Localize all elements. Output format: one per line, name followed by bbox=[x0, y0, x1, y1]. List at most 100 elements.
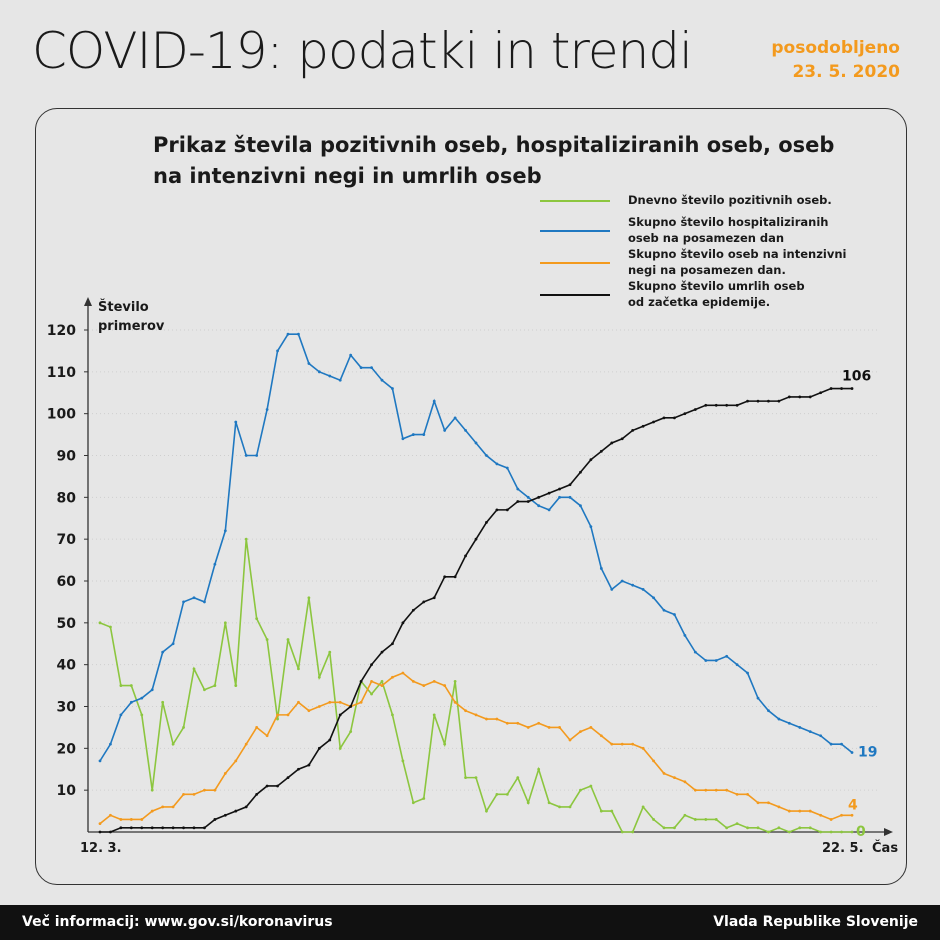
data-point bbox=[432, 596, 436, 600]
footer-info-link[interactable]: Več informacij: www.gov.si/koronavirus bbox=[22, 914, 333, 930]
data-point bbox=[411, 608, 415, 612]
data-point bbox=[119, 713, 123, 717]
data-point bbox=[756, 399, 760, 403]
data-point bbox=[380, 680, 384, 683]
data-point bbox=[516, 776, 520, 780]
data-point bbox=[401, 621, 405, 625]
data-point bbox=[641, 587, 645, 591]
data-point bbox=[673, 776, 676, 780]
data-point bbox=[526, 495, 530, 499]
data-point bbox=[579, 788, 582, 792]
data-point bbox=[255, 726, 259, 729]
y-tick-label: 120 bbox=[47, 323, 76, 339]
data-point bbox=[276, 713, 279, 717]
data-point bbox=[286, 713, 290, 717]
data-point bbox=[725, 654, 729, 658]
data-point bbox=[631, 583, 635, 587]
data-point bbox=[213, 788, 217, 792]
data-point bbox=[422, 433, 426, 436]
x-tick-start: 12. 3. bbox=[80, 841, 122, 856]
data-point bbox=[610, 742, 614, 746]
data-point bbox=[411, 433, 415, 436]
data-point bbox=[777, 717, 781, 721]
data-point bbox=[547, 491, 551, 495]
data-point bbox=[223, 772, 227, 775]
data-point bbox=[255, 617, 259, 621]
data-point bbox=[474, 713, 478, 717]
data-point bbox=[244, 742, 248, 746]
data-point bbox=[610, 441, 614, 445]
data-point bbox=[171, 826, 175, 830]
data-point bbox=[453, 416, 457, 420]
legend-swatch bbox=[540, 294, 610, 296]
data-point bbox=[652, 759, 655, 763]
data-point bbox=[182, 726, 185, 729]
data-point bbox=[641, 805, 645, 809]
data-point bbox=[850, 830, 854, 834]
data-point bbox=[558, 487, 561, 491]
data-point bbox=[161, 805, 165, 809]
page-title: COVID-19: podatki in trendi bbox=[32, 22, 693, 80]
data-point bbox=[641, 746, 645, 750]
data-point bbox=[171, 805, 175, 809]
data-point bbox=[495, 462, 499, 466]
data-point bbox=[328, 738, 332, 742]
data-point bbox=[391, 713, 394, 717]
data-point bbox=[767, 709, 770, 713]
data-point bbox=[756, 826, 760, 830]
y-tick-label: 90 bbox=[57, 449, 77, 465]
data-point bbox=[140, 818, 144, 821]
data-point bbox=[109, 625, 112, 629]
data-point bbox=[328, 374, 332, 378]
data-point bbox=[359, 700, 363, 704]
data-point bbox=[599, 449, 603, 453]
data-point bbox=[819, 830, 823, 834]
data-point bbox=[464, 554, 467, 558]
data-point bbox=[735, 403, 739, 407]
data-point bbox=[777, 805, 781, 809]
chart-title-line1: Prikaz števila pozitivnih oseb, hospital… bbox=[153, 133, 835, 157]
y-tick-label: 20 bbox=[57, 741, 77, 757]
legend-label: Skupno število oseb na intenzivni negi na… bbox=[628, 247, 847, 277]
data-point bbox=[359, 680, 363, 683]
data-point bbox=[432, 680, 436, 683]
data-point bbox=[192, 792, 196, 796]
data-point bbox=[150, 788, 154, 792]
chart-card bbox=[35, 108, 907, 885]
data-point bbox=[411, 680, 415, 683]
data-point bbox=[589, 726, 593, 729]
data-point bbox=[829, 742, 833, 746]
data-point bbox=[599, 734, 603, 738]
data-point bbox=[704, 818, 708, 821]
data-point bbox=[787, 830, 791, 834]
data-point bbox=[338, 746, 342, 750]
data-point bbox=[589, 784, 593, 788]
data-point bbox=[223, 621, 227, 625]
data-point bbox=[777, 826, 781, 830]
series-3 bbox=[98, 387, 854, 834]
data-point bbox=[735, 822, 739, 826]
data-point bbox=[683, 412, 687, 416]
data-point bbox=[359, 366, 363, 370]
data-point bbox=[422, 684, 426, 687]
data-point bbox=[370, 366, 373, 370]
data-point bbox=[485, 454, 488, 457]
data-point bbox=[568, 483, 572, 487]
data-point bbox=[693, 788, 697, 792]
data-point bbox=[182, 600, 185, 604]
footer-org: Vlada Republike Slovenije bbox=[713, 914, 918, 930]
data-point bbox=[704, 788, 708, 792]
data-point bbox=[223, 813, 227, 817]
data-point bbox=[119, 684, 123, 687]
data-point bbox=[516, 721, 520, 725]
data-point bbox=[714, 659, 718, 662]
data-point bbox=[579, 730, 582, 733]
data-point bbox=[808, 730, 812, 733]
data-point bbox=[265, 784, 269, 788]
data-point bbox=[203, 688, 206, 692]
data-point bbox=[129, 684, 133, 687]
data-point bbox=[558, 805, 561, 809]
data-point bbox=[819, 391, 823, 395]
data-point bbox=[526, 726, 530, 729]
data-point bbox=[109, 742, 112, 746]
